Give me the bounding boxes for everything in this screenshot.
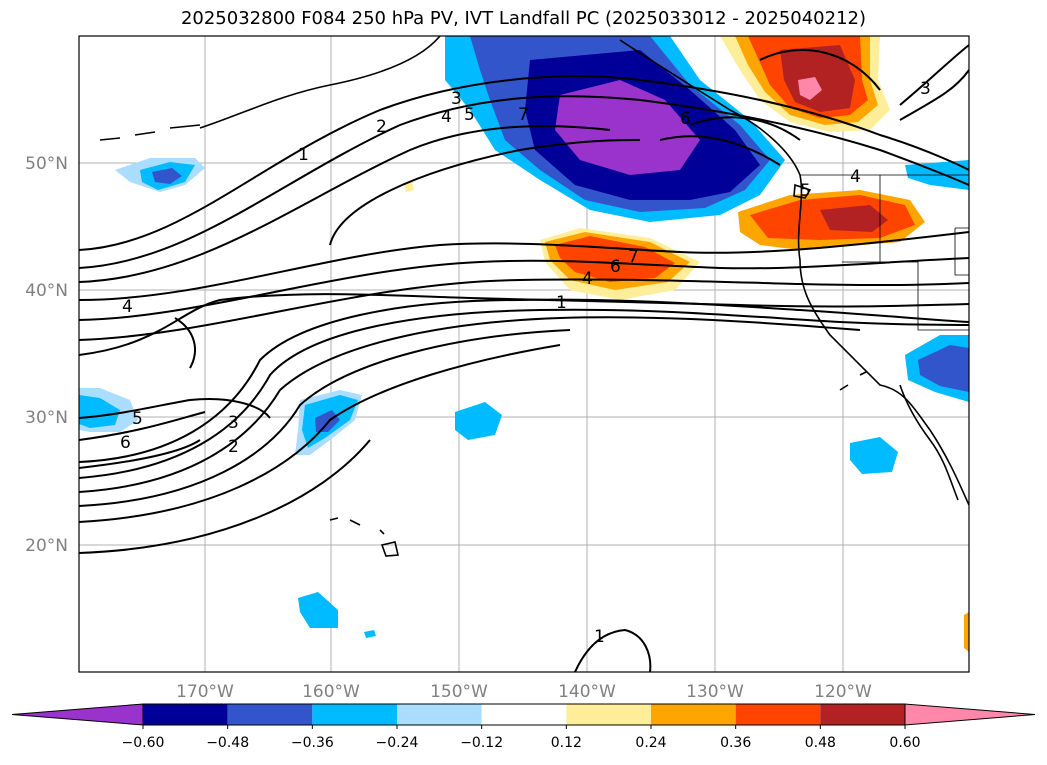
lon-labels: 170°W 160°W 150°W 140°W 130°W 120°W (176, 682, 872, 702)
contour-label: 4 (850, 167, 861, 187)
lat-labels: 50°N 40°N 30°N 20°N (25, 154, 68, 556)
lon-label: 160°W (302, 682, 360, 702)
contour-label: 2 (228, 437, 239, 457)
colorbar-outline (142, 703, 906, 726)
ivt-contours (79, 44, 969, 672)
colorbar-segment (227, 704, 313, 725)
colorbar-segment (651, 704, 736, 725)
contour-label: 5 (132, 409, 143, 429)
colorbar-tick-label: −0.60 (122, 735, 165, 751)
negative-pv-shading (79, 36, 969, 638)
contour-label: 4 (122, 297, 133, 317)
contour-labels: 1 2 3 4 5 7 4 5 6 3 2 1 4 6 7 1 4 3 6 5 (120, 79, 931, 647)
contour-label: 6 (680, 109, 691, 129)
lat-label: 20°N (25, 536, 68, 556)
colorbar-tick-label: 0.60 (889, 735, 920, 751)
contour-label: 6 (610, 257, 621, 277)
colorbar-ticks: −0.60 −0.48 −0.36 −0.24 −0.12 0.12 0.24 0.36 0.4… (122, 725, 921, 751)
colorbar-segment (312, 704, 397, 725)
contour-label: 7 (628, 247, 639, 267)
coastlines (99, 36, 969, 557)
lat-label: 30°N (25, 408, 68, 428)
contour-label: 7 (518, 105, 529, 125)
lon-label: 140°W (558, 682, 616, 702)
contour-label: 5 (464, 105, 475, 125)
colorbar-segment (566, 704, 651, 725)
colorbar-segment (481, 704, 567, 725)
lon-label: 130°W (686, 682, 744, 702)
lat-label: 50°N (25, 154, 68, 174)
colorbar-tick-label: −0.36 (291, 735, 334, 751)
contour-label: 1 (594, 627, 605, 647)
contour-label: 6 (120, 433, 131, 453)
colorbar (11, 703, 1036, 726)
colorbar-tick-label: 0.48 (805, 735, 836, 751)
political-borders (800, 174, 969, 331)
contour-label: 3 (451, 89, 462, 109)
map-layers (79, 36, 969, 672)
lon-label: 170°W (176, 682, 234, 702)
contour-label: 5 (800, 181, 811, 201)
map-frame (78, 35, 970, 673)
contour-label: 4 (441, 107, 452, 127)
contour-label: 4 (582, 269, 593, 289)
colorbar-segment (735, 704, 821, 725)
lon-label: 120°W (814, 682, 872, 702)
map-title: 2025032800 F084 250 hPa PV, IVT Landfall… (180, 8, 867, 29)
lon-label: 150°W (430, 682, 488, 702)
colorbar-segment (397, 704, 482, 725)
colorbar-tick-label: 0.36 (720, 735, 751, 751)
contour-label: 1 (556, 293, 567, 313)
colorbar-tick-label: 0.12 (551, 735, 582, 751)
colorbar-extend-min (11, 703, 144, 726)
contour-label: 1 (298, 145, 309, 165)
colorbar-segment (143, 704, 228, 725)
colorbar-extend-max (904, 703, 1036, 726)
lat-label: 40°N (25, 281, 68, 301)
colorbar-segment (820, 704, 905, 725)
colorbar-tick-label: 0.24 (635, 735, 666, 751)
contour-label: 3 (920, 79, 931, 99)
contour-label: 3 (228, 413, 239, 433)
colorbar-tick-label: −0.48 (206, 735, 249, 751)
colorbar-tick-label: −0.24 (376, 735, 419, 751)
contour-label: 2 (376, 117, 387, 137)
colorbar-tick-label: −0.12 (460, 735, 503, 751)
